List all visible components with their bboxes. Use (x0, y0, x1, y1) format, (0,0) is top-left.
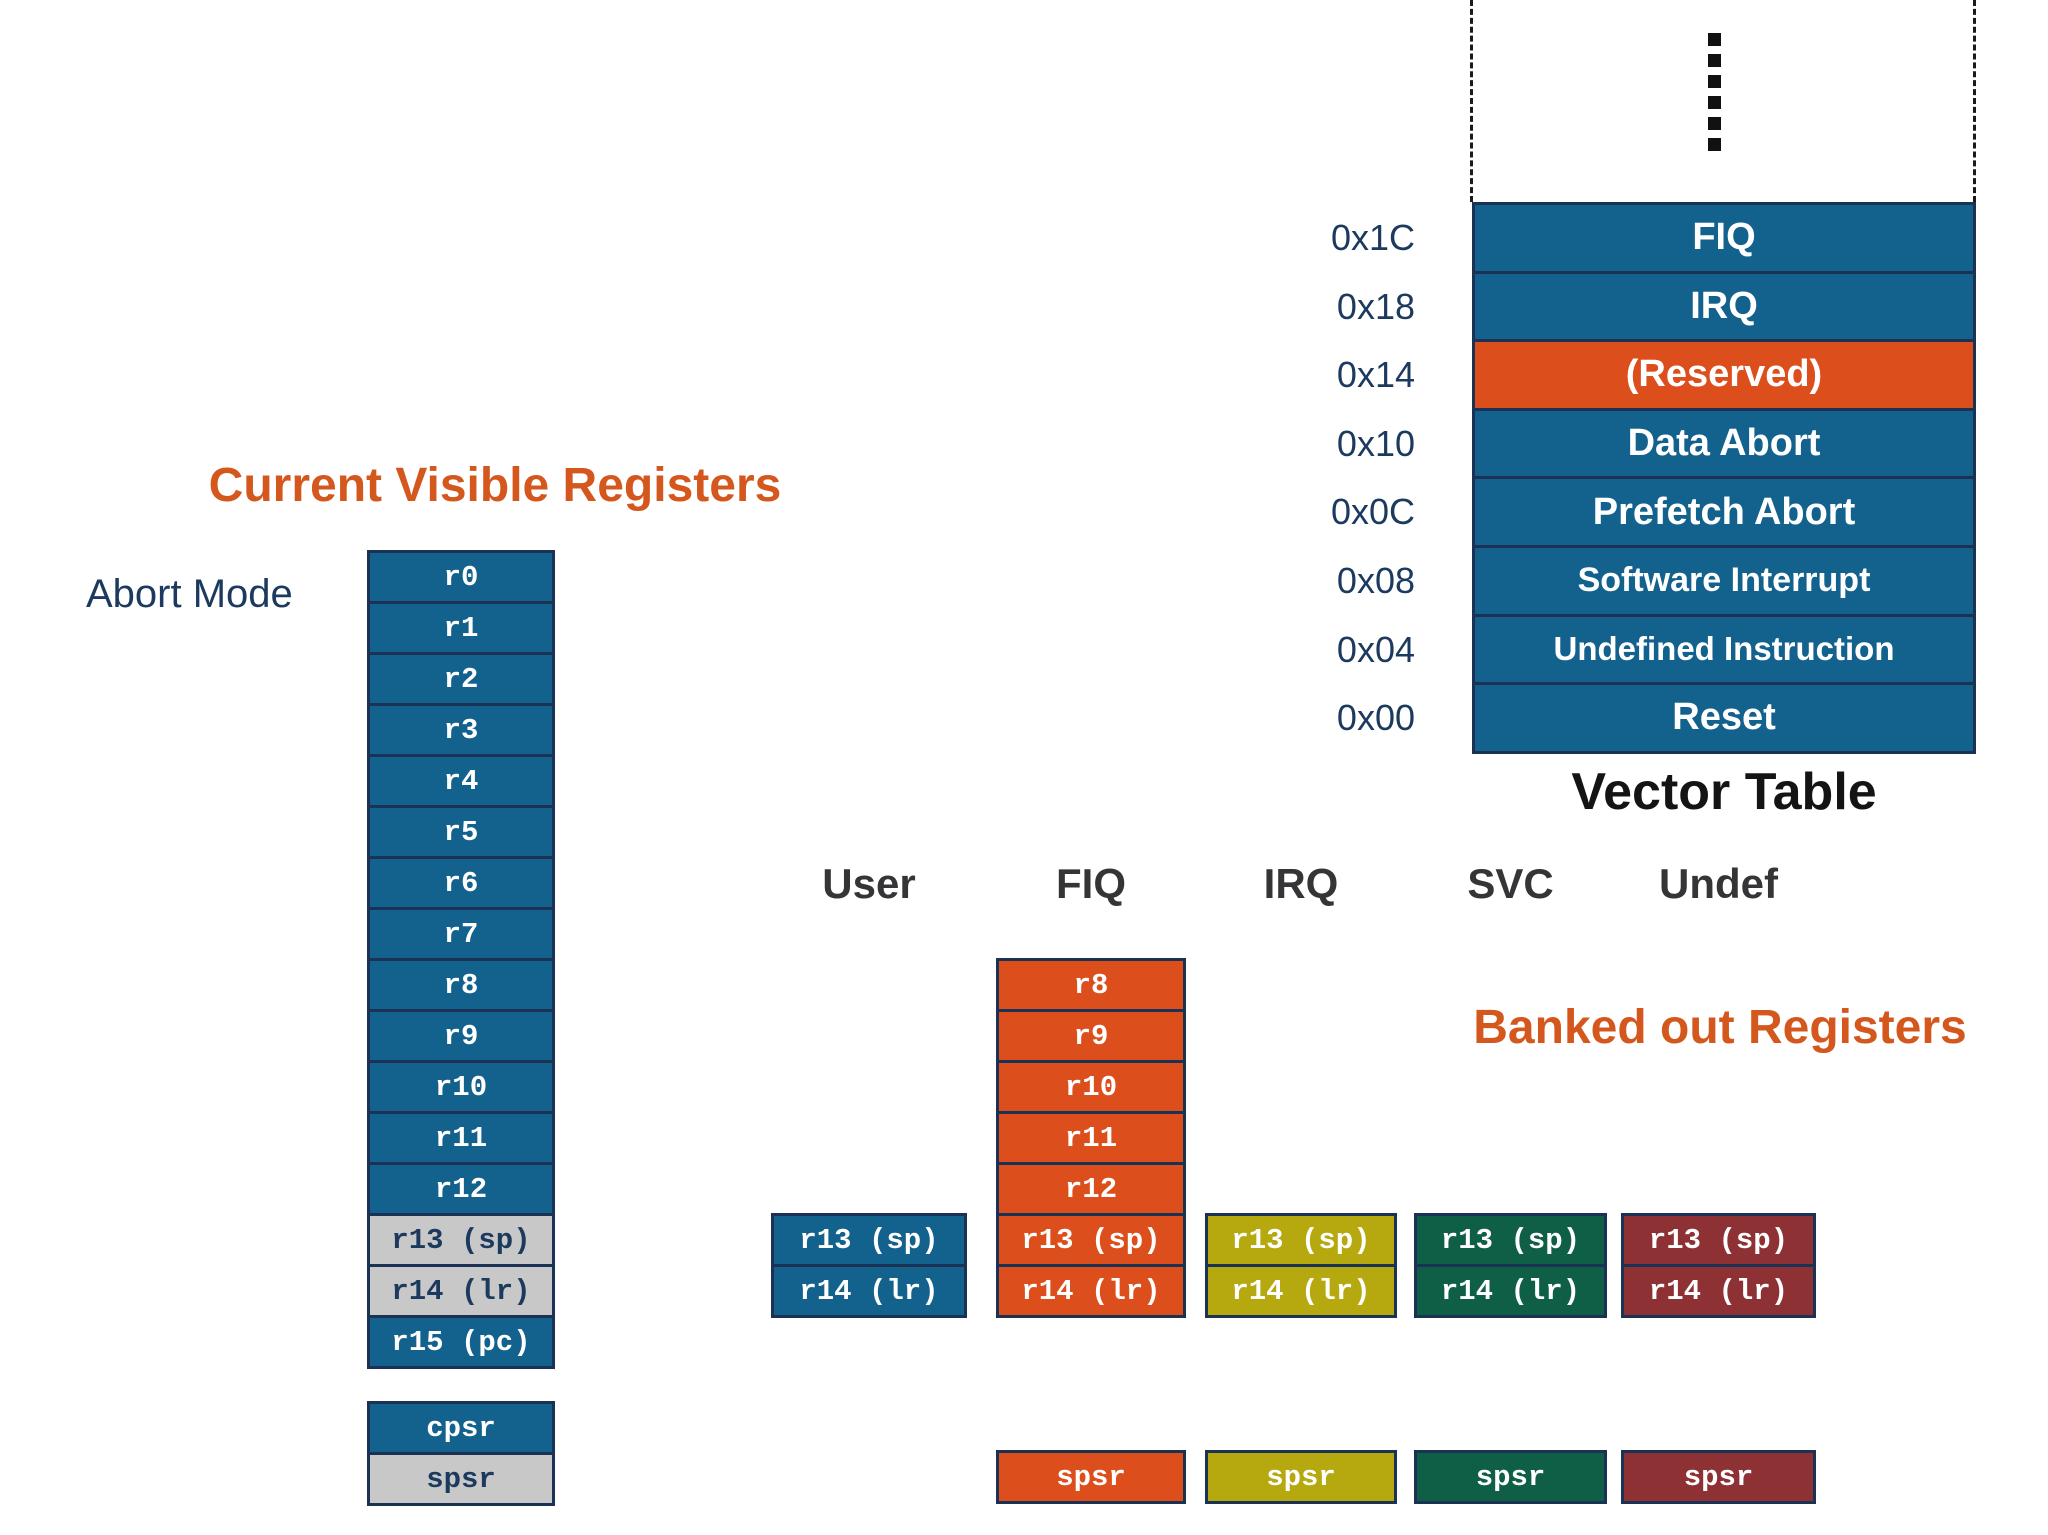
svc-banked-stack: r13 (sp) r14 (lr) (1414, 1213, 1607, 1318)
vector-row-software-interrupt: Software Interrupt (1475, 547, 1973, 614)
undef-banked-stack: r13 (sp) r14 (lr) (1621, 1213, 1816, 1318)
vector-addr-0x14: 0x14 (1336, 354, 1415, 395)
ellipsis-dot (1708, 54, 1721, 67)
user-r14-lr-cell: r14 (lr) (774, 1267, 964, 1315)
register-cell-r0: r0 (370, 553, 552, 601)
vector-row-irq: IRQ (1475, 273, 1973, 340)
register-cell-r8: r8 (370, 961, 552, 1009)
current-registers-stack: r0 r1 r2 r3 r4 r5 r6 r7 r8 r9 r10 r11 r1… (367, 550, 555, 1369)
vector-addr-0x04: 0x04 (1336, 629, 1415, 670)
column-header-user: User (822, 860, 916, 907)
vector-row-reserved: (Reserved) (1475, 342, 1973, 408)
register-cell-r5: r5 (370, 808, 552, 856)
register-cell-r12: r12 (370, 1165, 552, 1213)
vector-addr-0x0C: 0x0C (1330, 491, 1415, 532)
fiq-r9-cell: r9 (999, 1012, 1183, 1060)
cpsr-cell: cpsr (370, 1404, 552, 1452)
register-cell-r1: r1 (370, 604, 552, 652)
register-cell-r3: r3 (370, 706, 552, 754)
register-cell-r7: r7 (370, 910, 552, 958)
undef-r14-lr-cell: r14 (lr) (1624, 1267, 1813, 1315)
abort-mode-label: Abort Mode (86, 572, 293, 616)
register-cell-r2: r2 (370, 655, 552, 703)
undef-r13-sp-cell: r13 (sp) (1624, 1216, 1813, 1264)
irq-r14-lr-cell: r14 (lr) (1208, 1267, 1394, 1315)
user-banked-stack: r13 (sp) r14 (lr) (771, 1213, 967, 1318)
column-header-undef: Undef (1659, 860, 1778, 907)
undef-spsr-cell: spsr (1624, 1453, 1813, 1501)
vector-table-title: Vector Table (1571, 763, 1877, 821)
fiq-spsr-box: spsr (996, 1450, 1186, 1504)
vector-table: FIQ IRQ (Reserved) Data Abort Prefetch A… (1472, 202, 1976, 754)
status-registers-stack: cpsr spsr (367, 1401, 555, 1506)
banked-out-registers-title: Banked out Registers (1473, 1001, 1967, 1054)
ellipsis-dot (1708, 33, 1721, 46)
svc-spsr-box: spsr (1414, 1450, 1607, 1504)
irq-banked-stack: r13 (sp) r14 (lr) (1205, 1213, 1397, 1318)
ellipsis-dot (1708, 75, 1721, 88)
column-header-fiq: FIQ (1056, 860, 1126, 907)
svc-r14-lr-cell: r14 (lr) (1417, 1267, 1604, 1315)
irq-spsr-box: spsr (1205, 1450, 1397, 1504)
ellipsis-dot (1708, 96, 1721, 109)
vector-addr-0x00: 0x00 (1336, 697, 1415, 738)
spsr-cell: spsr (370, 1455, 552, 1503)
vector-row-prefetch-abort: Prefetch Abort (1475, 479, 1973, 545)
register-cell-r11: r11 (370, 1114, 552, 1162)
register-cell-r6: r6 (370, 859, 552, 907)
register-cell-r13-sp: r13 (sp) (370, 1216, 552, 1264)
fiq-r11-cell: r11 (999, 1114, 1183, 1162)
dashed-line-right (1973, 0, 1976, 202)
vector-row-fiq: FIQ (1475, 205, 1973, 271)
user-r13-sp-cell: r13 (sp) (774, 1216, 964, 1264)
fiq-r14-lr-cell: r14 (lr) (999, 1267, 1183, 1315)
register-cell-r9: r9 (370, 1012, 552, 1060)
vector-row-data-abort: Data Abort (1475, 410, 1973, 477)
current-visible-registers-title: Current Visible Registers (208, 459, 782, 512)
fiq-r8-cell: r8 (999, 961, 1183, 1009)
register-cell-r14-lr: r14 (lr) (370, 1267, 552, 1315)
fiq-r12-cell: r12 (999, 1165, 1183, 1213)
register-cell-r15-pc: r15 (pc) (370, 1318, 552, 1366)
ellipsis-dot (1708, 138, 1721, 151)
vertical-ellipsis-icon (1708, 33, 1721, 151)
irq-r13-sp-cell: r13 (sp) (1208, 1216, 1394, 1264)
undef-spsr-box: spsr (1621, 1450, 1816, 1504)
vector-addr-0x18: 0x18 (1336, 286, 1415, 327)
register-cell-r10: r10 (370, 1063, 552, 1111)
fiq-banked-stack: r8 r9 r10 r11 r12 r13 (sp) r14 (lr) (996, 958, 1186, 1318)
fiq-r10-cell: r10 (999, 1063, 1183, 1111)
column-header-irq: IRQ (1263, 860, 1339, 907)
ellipsis-dot (1708, 117, 1721, 130)
vector-addr-0x10: 0x10 (1336, 423, 1415, 464)
svc-spsr-cell: spsr (1417, 1453, 1604, 1501)
fiq-r13-sp-cell: r13 (sp) (999, 1216, 1183, 1264)
vector-addr-0x08: 0x08 (1336, 560, 1415, 601)
irq-spsr-cell: spsr (1208, 1453, 1394, 1501)
column-header-svc: SVC (1467, 860, 1554, 907)
fiq-spsr-cell: spsr (999, 1453, 1183, 1501)
svc-r13-sp-cell: r13 (sp) (1417, 1216, 1604, 1264)
register-cell-r4: r4 (370, 757, 552, 805)
vector-addr-0x1C: 0x1C (1330, 217, 1415, 258)
vector-row-reset: Reset (1475, 685, 1973, 751)
vector-row-undefined-instruction: Undefined Instruction (1475, 616, 1973, 683)
dashed-line-left (1470, 0, 1473, 202)
